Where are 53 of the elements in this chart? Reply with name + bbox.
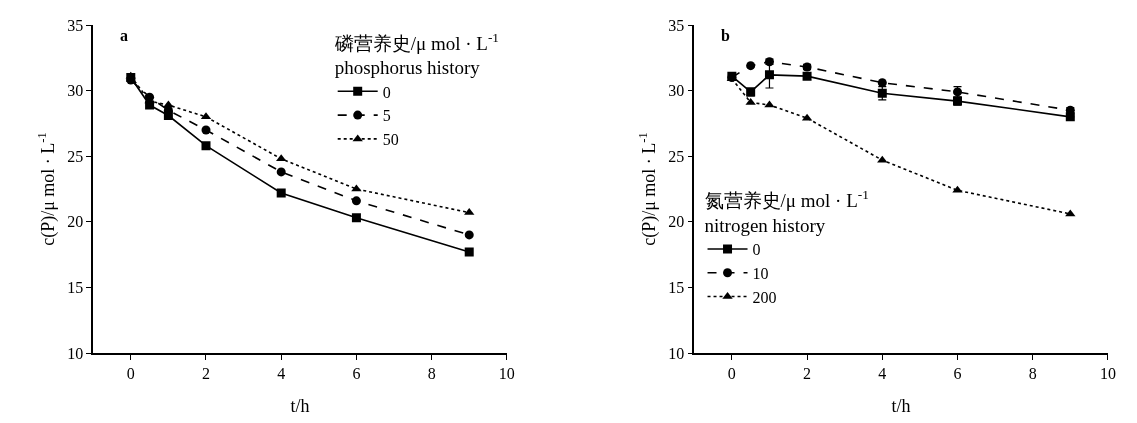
y-tick-label: 15 <box>668 279 685 296</box>
point <box>276 154 287 162</box>
y-tick-label: 25 <box>67 147 84 165</box>
legend-label: 10 <box>752 264 769 282</box>
y-tick-label: 35 <box>67 16 84 34</box>
text: 氮营养史/μ mol · L$^{-1}$ nitrogen history <box>704 187 869 237</box>
legend-label: 0 <box>752 241 761 259</box>
point <box>764 100 775 108</box>
x-tick-label: 4 <box>277 364 286 382</box>
point <box>746 61 756 71</box>
y-tick-label: 10 <box>67 344 84 362</box>
x-tick-label: 6 <box>953 364 962 382</box>
x-tick-label: 8 <box>1028 364 1037 382</box>
point <box>276 188 286 198</box>
x-axis-title: t/h <box>290 395 310 416</box>
point <box>464 230 474 240</box>
point <box>952 185 963 193</box>
y-tick-label: 30 <box>668 82 685 100</box>
point <box>464 247 474 257</box>
point <box>745 97 756 105</box>
chart-title: a <box>120 27 128 44</box>
point <box>351 213 361 223</box>
legend-label: 0 <box>382 83 391 101</box>
legend-label: 50 <box>382 131 399 149</box>
x-axis-title: t/h <box>891 395 911 416</box>
y-tick-label: 30 <box>67 82 84 100</box>
y-tick-label: 35 <box>668 16 685 34</box>
x-tick-label: 0 <box>126 364 135 382</box>
x-tick-label: 4 <box>878 364 887 382</box>
x-tick-label: 2 <box>803 364 812 382</box>
x-tick-label: 10 <box>1099 364 1116 382</box>
point <box>764 70 774 80</box>
x-tick-label: 10 <box>498 364 515 382</box>
y-tick-label: 15 <box>67 279 84 296</box>
legend-title: 磷营养史/μ mol · L$^{-1}$ phosphorus history <box>333 29 499 79</box>
x-tick-label: 2 <box>201 364 210 382</box>
legend-label: 5 <box>382 107 391 125</box>
chart-title: b <box>721 27 730 44</box>
x-tick-label: 8 <box>427 364 436 382</box>
y-tick-label: 20 <box>67 213 84 231</box>
point <box>201 125 211 135</box>
y-tick-label: 25 <box>668 147 685 165</box>
legend-label: 200 <box>752 288 777 306</box>
point <box>201 141 211 151</box>
point <box>276 167 286 177</box>
y-tick-label: 20 <box>668 213 685 231</box>
point <box>877 78 887 88</box>
y-tick-label: 10 <box>668 344 685 362</box>
x-tick-label: 6 <box>352 364 361 382</box>
point <box>802 71 812 81</box>
point <box>1065 209 1076 217</box>
x-tick-label: 0 <box>727 364 736 382</box>
point <box>351 196 361 206</box>
